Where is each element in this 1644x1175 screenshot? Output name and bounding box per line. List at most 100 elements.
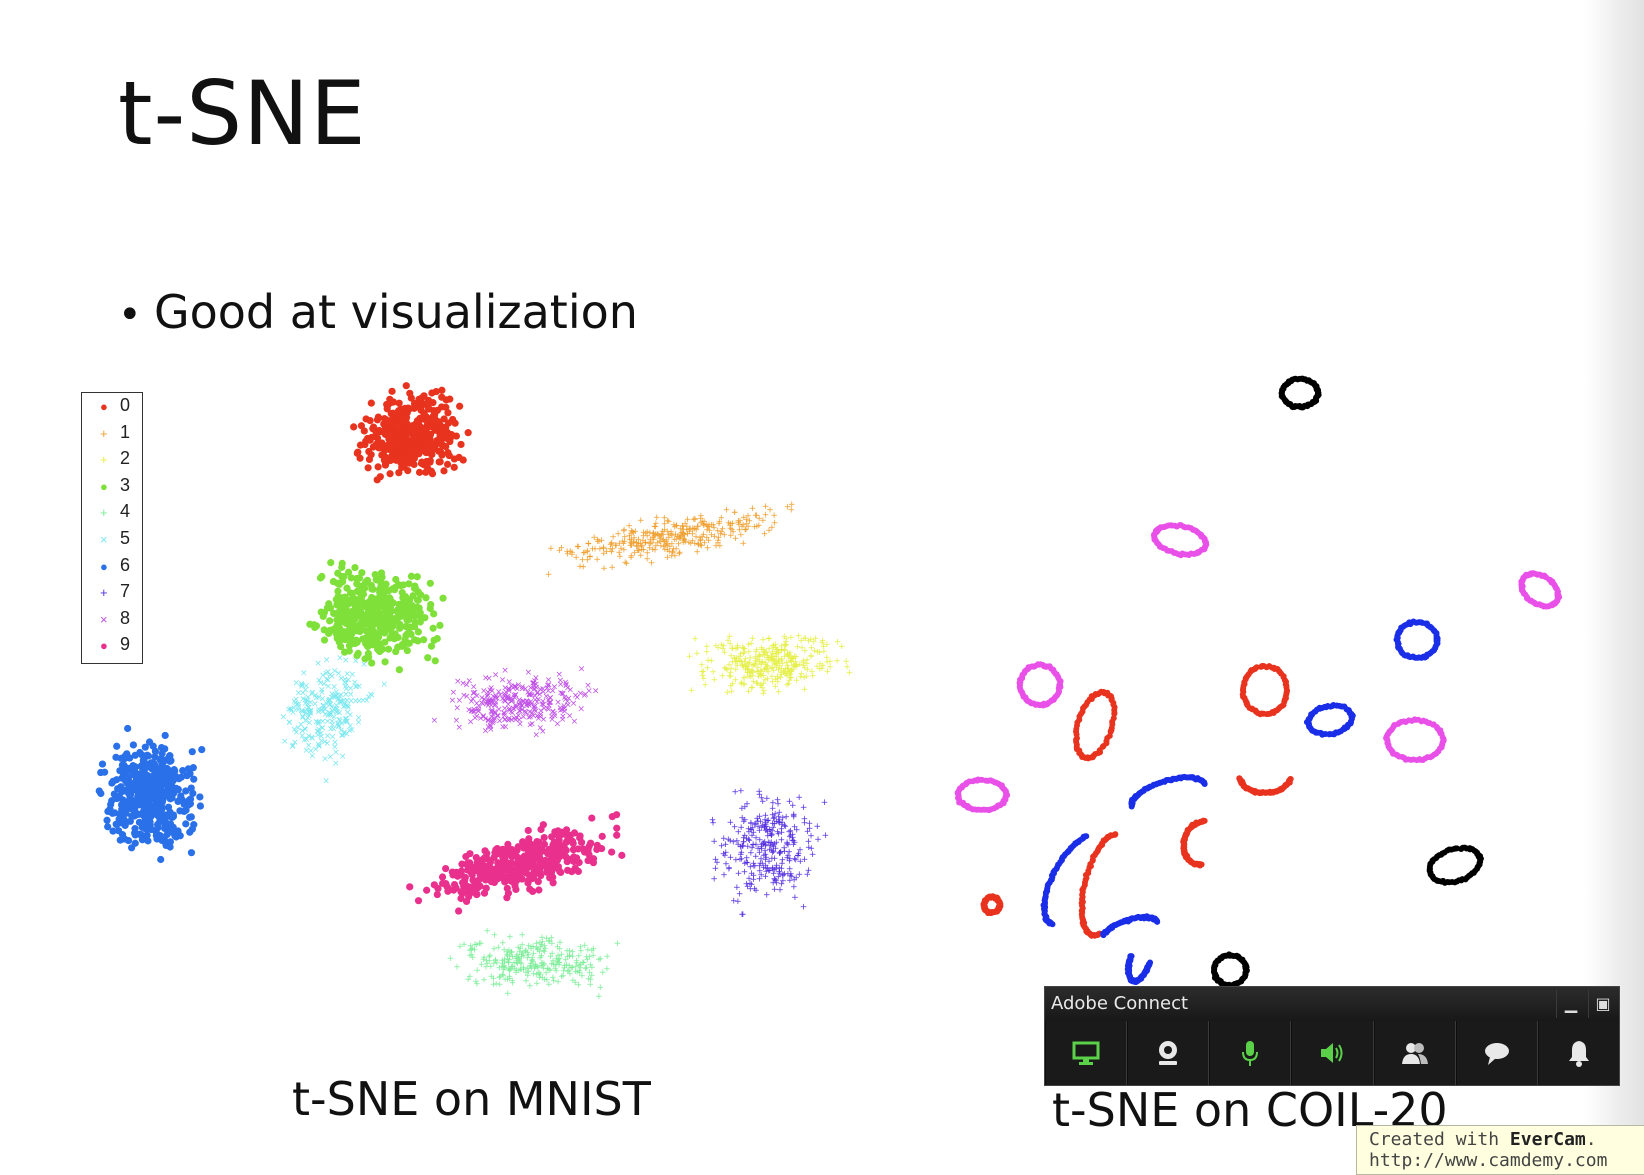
mnist-point: +	[717, 528, 725, 538]
mnist-point: ×	[515, 715, 523, 725]
mnist-point: +	[790, 875, 798, 885]
mnist-point	[380, 415, 389, 423]
mnist-point: ×	[311, 691, 319, 701]
mnist-point: ×	[509, 708, 517, 718]
mnist-point: +	[772, 844, 780, 854]
mnist-point: ×	[298, 707, 306, 717]
mnist-point: +	[701, 680, 709, 690]
mnist-point: ×	[525, 713, 533, 723]
coil20-point	[1475, 853, 1482, 860]
mnist-point: ×	[342, 656, 350, 666]
chat-button[interactable]	[1455, 1021, 1538, 1085]
mnist-point	[385, 435, 393, 443]
mnist-point	[464, 866, 472, 874]
attendees-button[interactable]	[1373, 1021, 1456, 1085]
mnist-point	[508, 875, 516, 883]
mnist-point: ×	[511, 714, 519, 724]
mnist-point	[344, 568, 353, 576]
mnist-point	[499, 863, 507, 872]
mnist-point: +	[740, 644, 748, 654]
mnist-point: ×	[318, 736, 326, 746]
mnist-point: +	[545, 570, 553, 580]
mnist-point: ×	[516, 707, 524, 717]
mnist-point: +	[538, 961, 546, 971]
mnist-point: +	[529, 957, 537, 967]
mnist-point: +	[756, 866, 764, 876]
mnist-point: +	[776, 849, 784, 859]
microphone-button[interactable]	[1209, 1021, 1292, 1085]
mnist-point: +	[549, 973, 557, 983]
mnist-point: ×	[564, 683, 572, 693]
mnist-point: +	[769, 819, 777, 829]
mnist-point: +	[771, 819, 779, 829]
mnist-point: +	[691, 515, 699, 525]
webcam-button[interactable]	[1127, 1021, 1210, 1085]
mnist-point: ×	[536, 723, 544, 733]
mnist-point: +	[792, 873, 800, 883]
mnist-point: +	[786, 676, 794, 686]
mnist-point: +	[756, 790, 764, 800]
mnist-point: ×	[302, 696, 310, 706]
mnist-point: ×	[488, 707, 496, 717]
mnist-point: +	[635, 535, 643, 545]
mnist-point: +	[595, 992, 603, 1002]
mnist-point: +	[822, 831, 830, 841]
mnist-point: +	[725, 864, 733, 874]
mnist-point: +	[760, 647, 768, 657]
mnist-point: ×	[315, 725, 323, 735]
mnist-point: ×	[507, 681, 515, 691]
adobe-connect-window[interactable]: Adobe Connect ▁ ▣	[1044, 986, 1620, 1086]
mnist-point: ×	[559, 712, 567, 722]
mnist-point: +	[789, 830, 797, 840]
mnist-point: +	[762, 511, 770, 521]
mnist-point: ×	[487, 697, 495, 707]
speaker-button[interactable]	[1291, 1021, 1374, 1085]
notifications-button[interactable]	[1537, 1021, 1619, 1085]
mnist-point: ×	[323, 656, 331, 666]
mnist-point: ×	[308, 689, 316, 699]
mnist-point: ×	[530, 712, 538, 722]
mnist-point: +	[485, 953, 493, 963]
mnist-point	[156, 779, 165, 788]
mnist-point	[366, 436, 374, 444]
mnist-point: +	[781, 640, 789, 650]
mnist-point	[134, 779, 142, 787]
mnist-point: ×	[546, 694, 554, 704]
mnist-point: +	[696, 534, 704, 544]
legend-item: ● 6	[82, 553, 142, 580]
mnist-point: ×	[492, 670, 500, 680]
mnist-point: +	[795, 849, 803, 859]
share-screen-button[interactable]	[1045, 1021, 1128, 1085]
mnist-point: +	[649, 530, 657, 540]
mnist-point: ×	[551, 712, 559, 722]
mnist-point	[350, 594, 358, 602]
mnist-point: ×	[322, 669, 330, 679]
mnist-point: +	[761, 838, 769, 848]
mnist-point: ×	[533, 683, 541, 693]
mnist-point: +	[517, 944, 525, 954]
mnist-point: +	[558, 950, 566, 960]
mnist-point: +	[566, 962, 574, 972]
mnist-point: +	[742, 662, 750, 672]
mnist-point: +	[712, 642, 720, 652]
mnist-point: ×	[487, 721, 495, 731]
minimize-button[interactable]: ▁	[1556, 990, 1585, 1018]
mnist-point: +	[727, 519, 735, 529]
mnist-point: +	[756, 812, 764, 822]
mnist-point: +	[730, 897, 738, 907]
mnist-point: +	[770, 847, 778, 857]
mnist-point: +	[744, 882, 752, 892]
mnist-point: +	[787, 633, 795, 643]
mnist-point: ×	[341, 728, 349, 738]
mnist-point: +	[469, 944, 477, 954]
mnist-point	[464, 429, 472, 437]
mnist-point: +	[621, 533, 629, 543]
mnist-point: +	[740, 663, 748, 673]
mnist-point: ×	[546, 698, 554, 708]
mnist-point: ×	[342, 701, 350, 711]
mnist-point: +	[550, 960, 558, 970]
maximize-button[interactable]: ▣	[1588, 990, 1617, 1018]
adobe-connect-titlebar[interactable]: Adobe Connect ▁ ▣	[1045, 987, 1619, 1021]
mnist-point: ×	[346, 726, 354, 736]
mnist-point: ×	[340, 729, 348, 739]
